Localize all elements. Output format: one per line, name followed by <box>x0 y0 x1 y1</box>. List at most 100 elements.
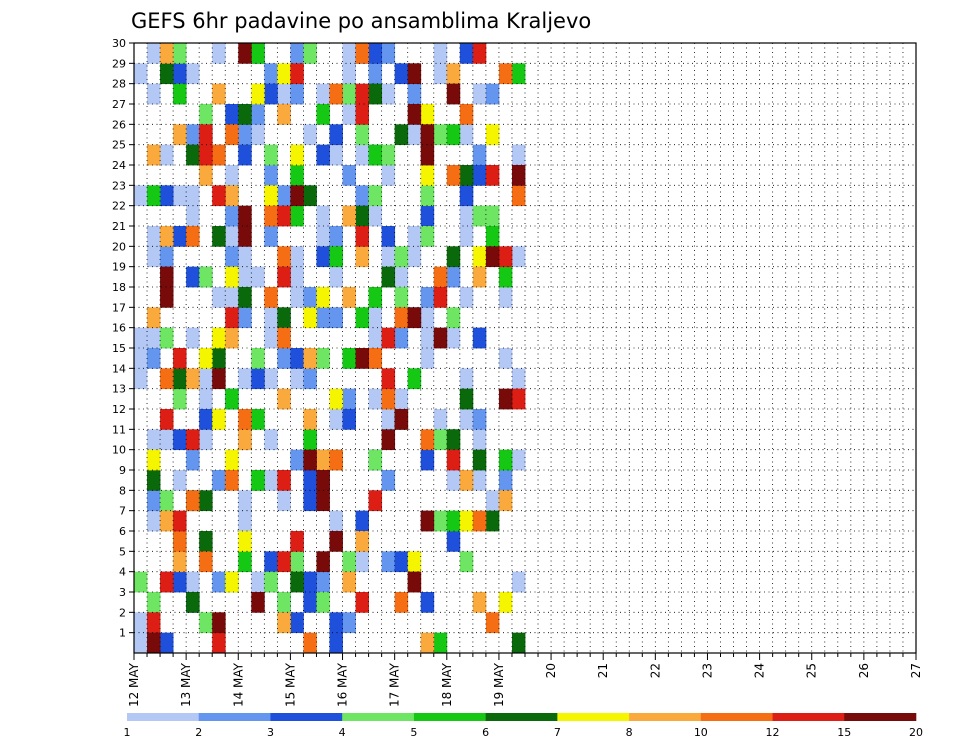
heatmap-cell <box>186 205 200 227</box>
heatmap-cell <box>290 205 304 227</box>
heatmap-cell <box>420 185 435 207</box>
heatmap-cell <box>420 226 435 247</box>
heatmap-cell <box>394 246 409 268</box>
heatmap-cell <box>303 592 317 613</box>
colorbar-swatch <box>700 713 773 721</box>
colorbar-swatch <box>342 713 415 721</box>
heatmap-cell <box>277 470 291 491</box>
heatmap-cell <box>147 83 161 105</box>
heatmap-cell <box>212 43 226 64</box>
heatmap-cell <box>264 327 278 349</box>
heatmap-cell <box>381 165 396 186</box>
heatmap-cell <box>394 409 409 430</box>
heatmap-cell <box>446 429 461 451</box>
heatmap-cell <box>238 287 252 308</box>
y-tick-label: 14 <box>112 362 126 375</box>
heatmap-cell <box>134 327 148 349</box>
heatmap-cell <box>225 307 239 329</box>
heatmap-cell <box>394 63 409 85</box>
heatmap-cell <box>264 144 278 166</box>
heatmap-cell <box>329 409 343 430</box>
heatmap-cell <box>160 144 174 166</box>
y-tick-label: 19 <box>112 261 126 274</box>
heatmap-cell <box>407 246 422 268</box>
heatmap-cell <box>342 348 356 369</box>
heatmap-cell <box>394 307 409 329</box>
heatmap-cell <box>420 348 435 369</box>
heatmap-cell <box>147 246 161 268</box>
heatmap-cell <box>251 470 265 491</box>
heatmap-cell <box>381 246 396 268</box>
heatmap-cell <box>160 510 174 532</box>
heatmap-cell <box>199 490 213 512</box>
heatmap-cell <box>420 144 435 166</box>
heatmap-cell <box>342 612 356 634</box>
heatmap-cell <box>316 592 330 613</box>
heatmap-cell <box>472 43 487 64</box>
heatmap-cell <box>459 287 474 308</box>
heatmap-cell <box>160 246 174 268</box>
heatmap-cell <box>199 612 213 634</box>
heatmap-cell <box>472 83 487 105</box>
heatmap-cell <box>186 124 200 146</box>
heatmap-cell <box>225 165 239 186</box>
heatmap-cell <box>277 490 291 512</box>
heatmap-cell <box>173 124 187 146</box>
heatmap-cell <box>368 449 383 471</box>
heatmap-cell <box>186 571 200 593</box>
heatmap-cell <box>498 63 513 85</box>
heatmap-cell <box>225 226 239 247</box>
heatmap-cell <box>147 429 161 451</box>
heatmap-cell <box>498 266 513 288</box>
heatmap-cell <box>329 612 343 634</box>
heatmap-cell <box>212 226 226 247</box>
heatmap-cell <box>342 551 356 573</box>
heatmap-cell <box>329 124 343 146</box>
heatmap-cell <box>316 571 330 593</box>
heatmap-cell <box>485 124 500 146</box>
heatmap-cell <box>459 470 474 491</box>
heatmap-cell <box>420 165 435 186</box>
heatmap-cell <box>420 327 435 349</box>
heatmap-cell <box>394 266 409 288</box>
heatmap-cell <box>511 63 526 85</box>
y-tick-label: 3 <box>119 586 126 599</box>
heatmap-cell <box>407 307 422 329</box>
heatmap-cell <box>498 449 513 471</box>
heatmap-cell <box>238 43 252 64</box>
heatmap-cell <box>264 185 278 207</box>
heatmap-cell <box>225 124 239 146</box>
heatmap-cell <box>290 612 304 634</box>
heatmap-cell <box>381 551 396 573</box>
heatmap-cell <box>199 388 213 410</box>
heatmap-cell <box>199 266 213 288</box>
heatmap-cell <box>160 287 174 308</box>
heatmap-cell <box>342 287 356 308</box>
heatmap-cell <box>147 327 161 349</box>
heatmap-cell <box>472 429 487 451</box>
heatmap-cell <box>290 83 304 105</box>
heatmap-cell <box>212 144 226 166</box>
colorbar-tick-label: 4 <box>339 726 346 739</box>
heatmap-cell <box>355 124 369 146</box>
y-tick-label: 17 <box>112 301 126 314</box>
y-tick-label: 27 <box>112 98 126 111</box>
heatmap-cell <box>420 632 435 654</box>
heatmap-cell <box>407 368 422 390</box>
heatmap-cell <box>329 226 343 247</box>
heatmap-cell <box>446 83 461 105</box>
heatmap-cell <box>264 83 278 105</box>
y-tick-label: 4 <box>119 566 126 579</box>
heatmap-cell <box>147 43 161 64</box>
heatmap-cell <box>329 246 343 268</box>
heatmap-cell <box>394 327 409 349</box>
heatmap-cell <box>511 571 526 593</box>
heatmap-cell <box>238 104 252 125</box>
heatmap-cell <box>485 83 500 105</box>
heatmap-cell <box>225 327 239 349</box>
y-tick-label: 6 <box>119 525 126 538</box>
heatmap-cell <box>303 43 317 64</box>
heatmap-cell <box>446 246 461 268</box>
heatmap-cell <box>212 368 226 390</box>
